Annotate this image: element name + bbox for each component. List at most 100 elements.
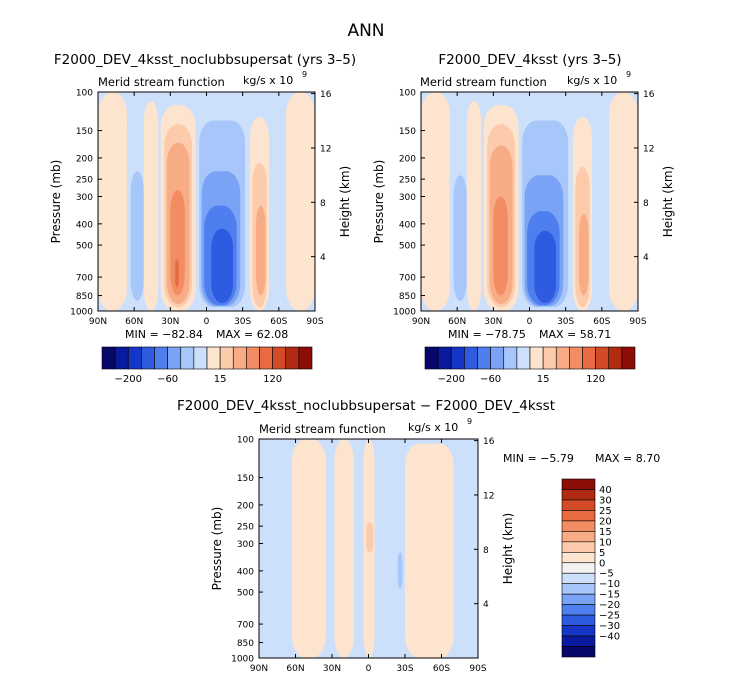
panel1-plot: 100 150 200 250 300 400 500 700 850 1000 16 12 8 4 90N… (49, 89, 352, 328)
y-axis-title: Pressure (mb) (372, 160, 386, 244)
panel2-subtitle: Merid stream function (420, 75, 547, 89)
latitude-tick-label: 0 (204, 317, 210, 327)
colorbar-label: −60 (480, 374, 501, 385)
height-tick-label: 12 (320, 144, 331, 154)
contour-region (325, 448, 335, 658)
colorbar-swatch (595, 346, 610, 370)
colorbar-swatch (561, 635, 596, 647)
y-axis-title: Pressure (mb) (49, 160, 63, 244)
colorbar-swatch (561, 646, 596, 658)
colorbar-label: 120 (263, 374, 282, 385)
panel2-plot: 100 150 200 250 300 400 500 700 850 1000 16 12 8 4 90N… (372, 89, 675, 328)
colorbar-swatch (516, 346, 531, 370)
height-tick-label: 8 (483, 546, 489, 556)
contour-region (291, 439, 326, 658)
colorbar-label: 15 (214, 374, 227, 385)
pressure-tick-label: 200 (399, 154, 416, 164)
panel2-units: kg/s x 10 (567, 74, 617, 87)
latitude-tick-label: 30N (161, 317, 179, 327)
colorbar-swatch (561, 551, 596, 564)
y-axis-right-title: Height (km) (501, 513, 515, 584)
contour-region (143, 101, 159, 311)
contour-region (175, 259, 179, 288)
panel3-plot: 100 150 200 250 300 400 500 700 850 1000 16 12 8 4 90N… (210, 436, 515, 675)
colorbar-swatch (424, 346, 439, 370)
panel1-colorbar: −200 −60 15 120 (101, 346, 313, 385)
contour-region (578, 213, 589, 296)
contour-region (353, 477, 364, 658)
contour-region (334, 439, 354, 658)
colorbar-swatch (219, 346, 234, 370)
colorbar-label: 15 (599, 527, 612, 538)
height-tick-label: 12 (643, 144, 654, 154)
pressure-tick-label: 1000 (231, 655, 254, 665)
colorbar-swatch (464, 346, 478, 370)
colorbar-label: −5 (599, 569, 614, 580)
y-axis-right-title: Height (km) (338, 166, 352, 237)
colorbar-swatch (561, 499, 596, 511)
contour-region (534, 230, 557, 304)
colorbar-label: −40 (599, 632, 620, 643)
colorbar-swatch (259, 346, 273, 370)
pressure-tick-label: 250 (237, 523, 254, 533)
height-tick-label: 16 (643, 90, 655, 100)
colorbar-swatch (621, 346, 636, 370)
pressure-tick-label: 100 (399, 89, 416, 99)
colorbar-swatch (561, 531, 596, 543)
figure-title: ANN (347, 21, 384, 41)
colorbar-label: 40 (599, 485, 612, 496)
colorbar-swatch (561, 583, 596, 595)
pressure-tick-label: 200 (237, 501, 254, 511)
colorbar-swatch (561, 614, 596, 626)
panel2-colorbar: −200 −60 15 120 (424, 346, 636, 385)
contour-region (211, 228, 234, 304)
latitude-tick-label: 90N (89, 317, 107, 327)
panel3-max-label: MAX = 8.70 (595, 452, 660, 465)
colorbar-swatch (180, 346, 195, 370)
panel1-units: kg/s x 10 (243, 74, 293, 87)
latitude-tick-label: 60N (448, 317, 466, 327)
latitude-tick-label: 90S (469, 664, 486, 674)
colorbar-label: −10 (599, 579, 620, 590)
contour-region (421, 92, 450, 311)
panel1-subtitle: Merid stream function (98, 75, 225, 89)
latitude-tick-label: 60S (433, 664, 450, 674)
contour-region (592, 92, 610, 311)
colorbar-swatch (569, 346, 583, 370)
colorbar-swatch (561, 520, 596, 532)
panel1-title: F2000_DEV_4ksst_noclubbsupersat (yrs 3–5… (54, 52, 356, 68)
panel2-units-exponent: 9 (626, 70, 631, 79)
pressure-tick-label: 1000 (70, 308, 93, 318)
colorbar-swatch (450, 346, 465, 370)
pressure-tick-label: 500 (399, 242, 416, 252)
panel2-min-label: MIN = −78.75 (448, 328, 526, 341)
latitude-tick-label: 30S (396, 664, 413, 674)
colorbar-swatch (490, 346, 505, 370)
pressure-tick-label: 700 (76, 274, 93, 284)
pressure-tick-label: 250 (76, 176, 93, 186)
colorbar-label: 0 (599, 558, 605, 569)
pressure-tick-label: 300 (237, 540, 254, 550)
pressure-tick-label: 150 (237, 474, 254, 484)
latitude-tick-label: 90S (306, 317, 323, 327)
colorbar-swatch (193, 346, 208, 370)
colorbar-swatch (529, 346, 544, 370)
height-tick-label: 4 (483, 600, 489, 610)
contour-region (269, 92, 287, 311)
colorbar-swatch (555, 346, 570, 370)
colorbar-label: −30 (599, 621, 620, 632)
height-tick-label: 8 (320, 199, 326, 209)
pressure-tick-label: 100 (237, 436, 254, 446)
pressure-tick-label: 700 (399, 274, 416, 284)
contour-region (609, 92, 638, 311)
colorbar-swatch (582, 346, 596, 370)
pressure-tick-label: 500 (237, 589, 254, 599)
pressure-tick-label: 200 (76, 154, 93, 164)
pressure-tick-label: 500 (76, 242, 93, 252)
y-axis-title: Pressure (mb) (210, 507, 224, 591)
pressure-tick-label: 250 (399, 176, 416, 186)
colorbar-swatch (246, 346, 260, 370)
panel3-units-exponent: 9 (467, 417, 472, 426)
colorbar-label: −200 (438, 374, 465, 385)
